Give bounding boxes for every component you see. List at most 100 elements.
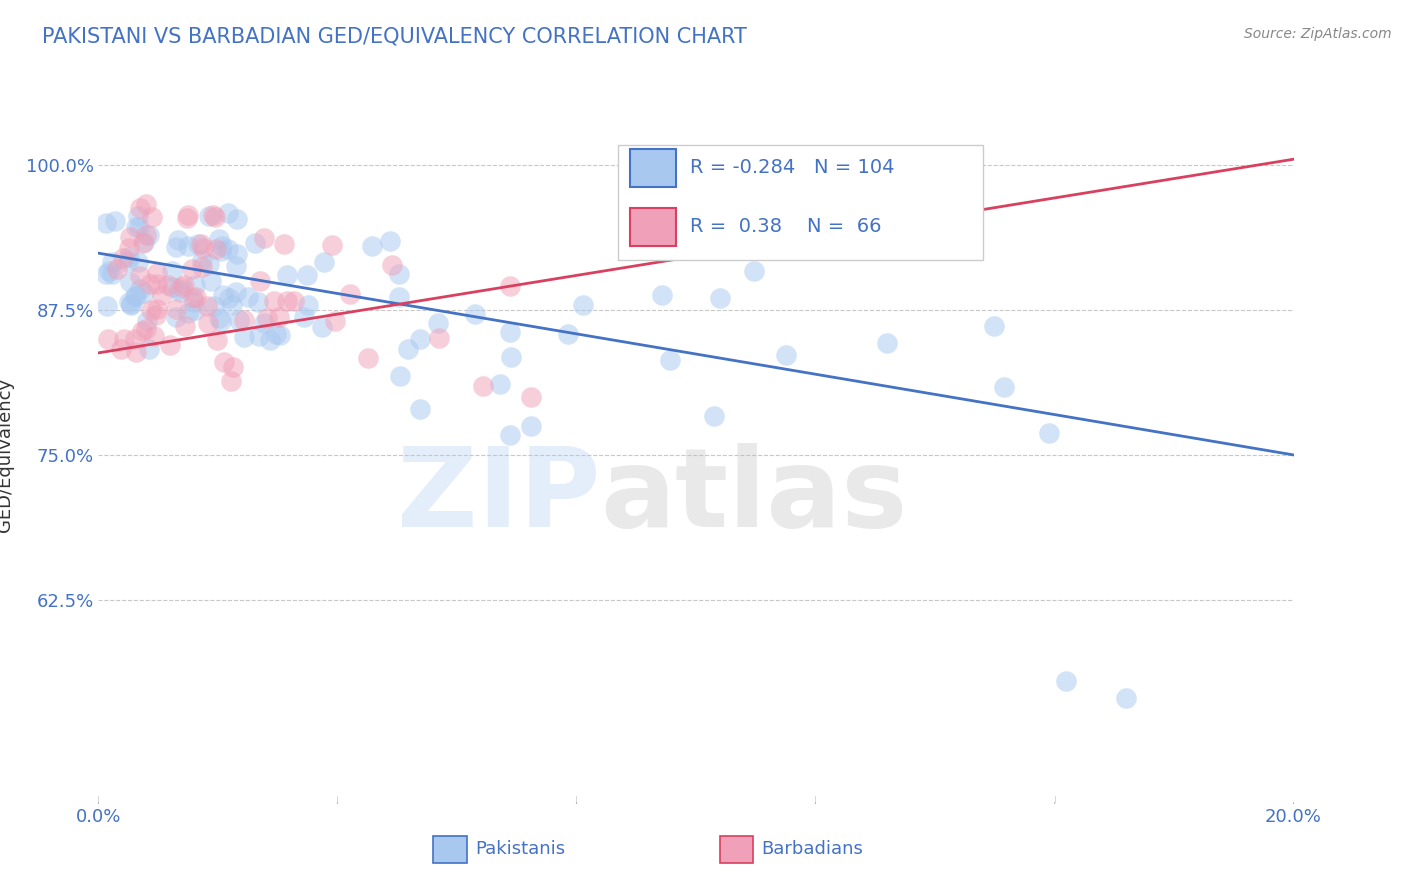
Text: Barbadians: Barbadians <box>762 840 863 858</box>
Point <box>297 268 319 282</box>
Point <box>120 230 142 244</box>
FancyBboxPatch shape <box>619 145 983 260</box>
Point <box>181 261 204 276</box>
Point <box>129 269 152 284</box>
Point <box>339 287 361 301</box>
Point <box>228 313 250 327</box>
Point <box>225 212 247 227</box>
Point <box>381 258 404 272</box>
Point <box>124 332 146 346</box>
Point <box>118 275 141 289</box>
Point <box>167 282 190 296</box>
Point <box>427 331 450 345</box>
Point <box>120 297 142 311</box>
Point <box>169 285 191 300</box>
Point <box>146 302 169 317</box>
FancyBboxPatch shape <box>720 836 754 863</box>
Point <box>96 332 118 346</box>
Point <box>146 277 169 291</box>
Point <box>181 291 204 305</box>
Point <box>159 337 181 351</box>
Point <box>117 241 139 255</box>
Point <box>173 318 195 333</box>
Point <box>193 241 215 255</box>
Point <box>101 255 124 269</box>
Point <box>125 289 148 303</box>
Point <box>703 409 725 424</box>
Point <box>198 210 221 224</box>
Point <box>409 401 432 416</box>
Text: atlas: atlas <box>600 443 908 550</box>
Point <box>198 257 221 271</box>
Point <box>211 287 233 301</box>
Point <box>253 230 276 244</box>
FancyBboxPatch shape <box>630 149 676 187</box>
Point <box>659 353 682 368</box>
Point <box>200 274 222 288</box>
Point <box>127 209 149 223</box>
Point <box>209 244 232 258</box>
Point <box>114 332 136 346</box>
Point <box>426 316 449 330</box>
Point <box>993 380 1015 394</box>
Point <box>233 313 256 327</box>
Point <box>98 264 121 278</box>
Point <box>135 227 157 242</box>
Point <box>499 278 522 293</box>
Point <box>297 298 319 312</box>
Point <box>276 268 298 282</box>
Point <box>571 298 593 312</box>
Point <box>139 277 162 292</box>
Text: Source: ZipAtlas.com: Source: ZipAtlas.com <box>1244 27 1392 41</box>
Point <box>233 330 256 344</box>
Point <box>219 374 242 388</box>
Text: Pakistanis: Pakistanis <box>475 840 565 858</box>
Point <box>184 278 207 293</box>
Point <box>222 360 245 375</box>
Point <box>499 325 522 339</box>
Point <box>105 262 128 277</box>
Point <box>256 311 278 326</box>
Point <box>269 310 291 324</box>
Point <box>128 282 150 296</box>
Point <box>408 332 430 346</box>
Point <box>136 313 159 327</box>
Point <box>173 277 195 292</box>
Point <box>176 211 198 225</box>
Point <box>190 237 212 252</box>
Point <box>118 250 141 264</box>
Point <box>471 379 494 393</box>
Point <box>651 287 673 301</box>
Point <box>208 232 231 246</box>
Point <box>172 280 194 294</box>
Point <box>177 238 200 252</box>
Point <box>264 326 287 341</box>
Point <box>323 313 346 327</box>
Point <box>146 267 169 281</box>
Point <box>128 201 150 215</box>
Point <box>117 254 139 268</box>
Point <box>1056 674 1078 689</box>
Point <box>520 390 543 404</box>
Point <box>120 298 142 312</box>
Point <box>243 235 266 250</box>
Point <box>557 326 579 341</box>
Point <box>388 267 411 281</box>
Point <box>141 210 163 224</box>
Point <box>143 328 166 343</box>
Point <box>202 299 225 313</box>
Point <box>124 289 146 303</box>
Point <box>211 314 233 328</box>
Point <box>94 267 117 281</box>
Point <box>96 216 118 230</box>
Point <box>177 208 200 222</box>
Point <box>311 319 333 334</box>
Point <box>177 306 200 320</box>
Point <box>110 343 132 357</box>
Point <box>211 239 233 253</box>
Point <box>775 348 797 362</box>
Point <box>380 234 402 248</box>
Point <box>321 237 343 252</box>
Point <box>160 263 183 277</box>
FancyBboxPatch shape <box>630 208 676 246</box>
